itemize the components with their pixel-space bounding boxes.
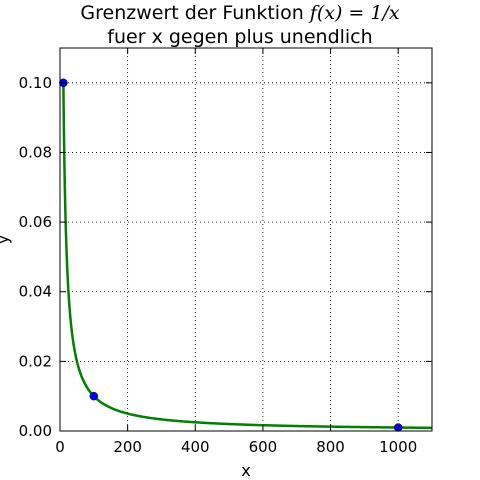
x-tick-label: 400 [181, 438, 210, 456]
x-tick-label: 0 [55, 438, 65, 456]
x-tick-label: 600 [249, 438, 278, 456]
grid [59, 48, 432, 432]
y-tick-label: 0.04 [19, 283, 52, 301]
marker-layer [59, 78, 403, 432]
x-tick-label: 800 [316, 438, 345, 456]
y-tick-label: 0.02 [19, 352, 52, 370]
chart-title-text: Grenzwert der Funktion [80, 2, 310, 24]
y-tick-label: 0.10 [19, 74, 52, 92]
x-axis-label: x [241, 461, 250, 480]
chart-subtitle: fuer x gegen plus unendlich [107, 26, 373, 48]
x-tick-label: 200 [113, 438, 142, 456]
curve-layer [62, 81, 433, 430]
plot-frame [59, 47, 433, 432]
chart-title-formula: f(x) = 1/x [309, 2, 400, 24]
x-tick-label: 1000 [379, 438, 417, 456]
data-point-marker [89, 391, 99, 401]
y-tick-label: 0.08 [19, 143, 52, 161]
y-tick-label: 0.00 [19, 422, 52, 440]
chart-title: Grenzwert der Funktion f(x) = 1/x [0, 2, 480, 24]
function-curve [62, 81, 433, 430]
y-axis-label: y [0, 235, 12, 244]
y-tick-label: 0.06 [19, 213, 52, 231]
ticks: 0 200 400 600 800 1000 0.00 0.02 0.04 0.06 0.08 0.1… [19, 48, 432, 456]
